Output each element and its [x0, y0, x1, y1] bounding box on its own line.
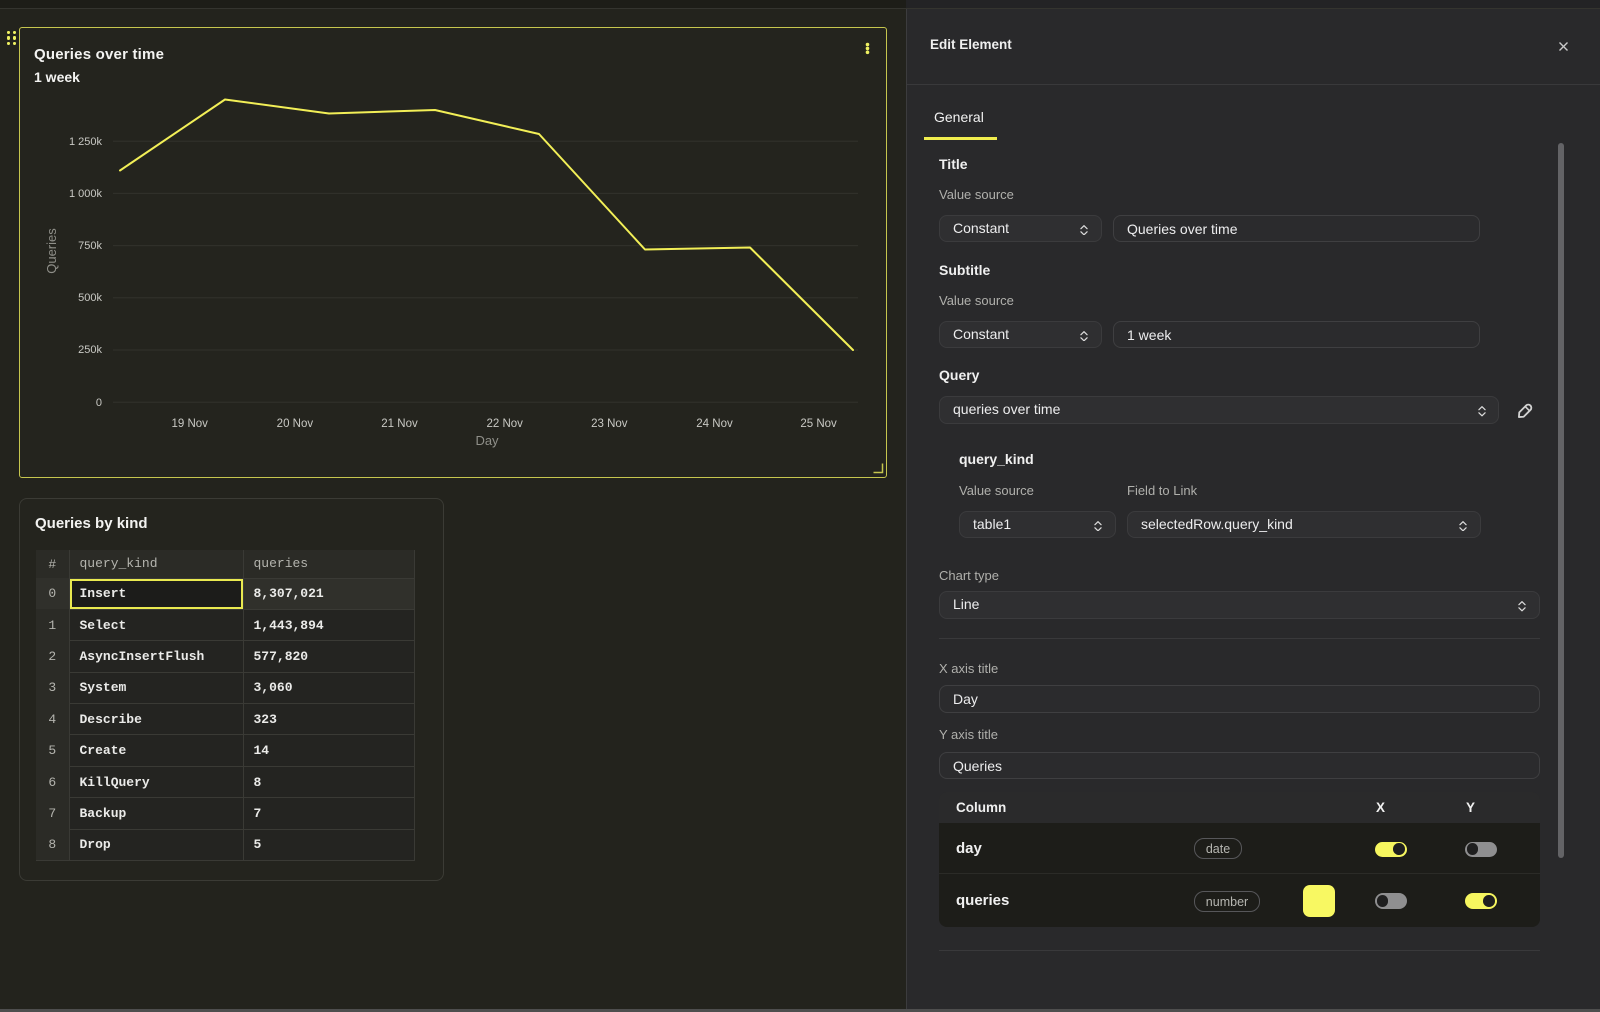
svg-text:20 Nov: 20 Nov	[277, 418, 314, 430]
svg-text:24 Nov: 24 Nov	[696, 418, 733, 430]
svg-text:250k: 250k	[78, 344, 102, 356]
svg-text:19 Nov: 19 Nov	[171, 418, 208, 430]
svg-text:23 Nov: 23 Nov	[591, 418, 628, 430]
svg-text:Queries: Queries	[44, 228, 59, 274]
svg-text:500k: 500k	[78, 292, 102, 304]
svg-text:22 Nov: 22 Nov	[486, 418, 523, 430]
svg-text:1 000k: 1 000k	[69, 188, 103, 200]
svg-text:1 250k: 1 250k	[69, 136, 103, 148]
svg-text:0: 0	[96, 397, 102, 409]
svg-text:21 Nov: 21 Nov	[381, 418, 418, 430]
svg-text:25 Nov: 25 Nov	[800, 418, 837, 430]
svg-text:750k: 750k	[78, 240, 102, 252]
svg-text:Day: Day	[475, 433, 499, 448]
